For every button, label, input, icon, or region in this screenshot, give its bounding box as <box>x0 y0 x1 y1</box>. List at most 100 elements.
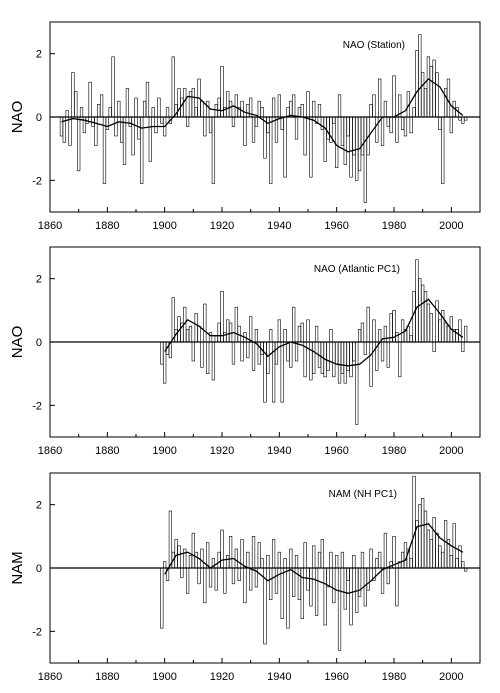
bar <box>386 116 390 127</box>
bar <box>271 539 276 569</box>
bar <box>458 545 462 569</box>
bar <box>157 97 161 118</box>
bar <box>208 567 213 588</box>
bar <box>200 341 204 368</box>
bar <box>117 100 121 118</box>
bar <box>383 100 388 118</box>
bar <box>369 104 373 118</box>
bar <box>418 34 422 118</box>
bar <box>174 539 178 569</box>
bar <box>335 116 339 168</box>
bar <box>400 319 405 343</box>
bar <box>326 341 330 371</box>
bar <box>372 94 376 118</box>
y-tick-label: -2 <box>32 626 42 638</box>
y-axis-label: NAO <box>9 326 26 359</box>
bar <box>188 91 193 118</box>
bar <box>363 116 367 203</box>
bar <box>99 94 104 118</box>
x-tick-label: 1900 <box>152 220 176 232</box>
bar <box>208 116 213 134</box>
bar <box>177 545 181 569</box>
bar <box>441 551 445 569</box>
bar <box>185 116 190 127</box>
x-tick-label: 1900 <box>152 445 176 457</box>
bar <box>337 341 342 384</box>
bar <box>375 116 379 143</box>
bar <box>120 116 124 143</box>
bar <box>409 116 413 134</box>
x-tick-label: 1920 <box>210 220 234 232</box>
bar <box>449 116 453 134</box>
bar <box>395 567 399 607</box>
bar <box>188 325 193 343</box>
bar <box>263 341 267 403</box>
bar <box>446 78 451 118</box>
bar <box>160 567 164 629</box>
bar <box>188 555 193 569</box>
bar <box>266 116 270 134</box>
bar <box>340 341 345 374</box>
bar <box>332 341 336 378</box>
bar <box>329 551 333 569</box>
bar <box>163 561 167 569</box>
x-tick-label: 1920 <box>210 671 234 683</box>
bar <box>200 548 204 569</box>
bar <box>243 116 247 146</box>
x-tick-label: 1940 <box>267 445 291 457</box>
bar <box>357 567 362 597</box>
bar <box>309 567 313 607</box>
bar <box>257 542 261 569</box>
bar <box>392 75 396 118</box>
bar <box>228 536 233 569</box>
bar <box>183 548 187 569</box>
y-tick-label: 0 <box>36 112 42 124</box>
bar <box>435 72 439 118</box>
smoothed-line <box>61 78 464 153</box>
bar <box>349 567 353 626</box>
x-tick-label: 1860 <box>38 671 62 683</box>
bar <box>71 72 75 118</box>
bar <box>246 341 250 359</box>
bar <box>122 116 127 165</box>
bar <box>217 97 221 118</box>
bar <box>231 116 236 127</box>
bar <box>435 532 439 569</box>
bar <box>423 291 428 343</box>
bar <box>317 551 322 569</box>
bar <box>203 303 207 343</box>
bar <box>418 504 422 569</box>
bar <box>349 341 353 378</box>
bar <box>97 104 101 118</box>
bar <box>317 104 322 118</box>
bar <box>102 116 107 184</box>
bar <box>332 567 336 604</box>
y-tick-label: 2 <box>36 500 42 512</box>
bar <box>409 558 413 569</box>
bar <box>386 341 390 368</box>
bar <box>171 56 175 118</box>
x-tick-label: 1980 <box>382 671 406 683</box>
bar <box>185 329 190 343</box>
bar <box>214 567 218 591</box>
bar <box>277 319 281 343</box>
bar <box>303 542 307 569</box>
bar <box>438 116 442 130</box>
bar <box>449 555 453 569</box>
bar <box>400 116 405 130</box>
bar <box>234 94 238 118</box>
bar <box>140 116 144 184</box>
bar <box>249 567 253 591</box>
bar <box>446 325 451 343</box>
bar <box>206 341 210 374</box>
bar <box>266 341 270 374</box>
bar <box>280 341 284 403</box>
bar <box>68 116 72 146</box>
bar <box>395 332 399 343</box>
bar <box>79 107 84 118</box>
bar <box>269 567 273 600</box>
bar <box>418 278 422 343</box>
bar <box>375 558 379 569</box>
bar <box>415 259 419 343</box>
bar <box>306 319 310 343</box>
